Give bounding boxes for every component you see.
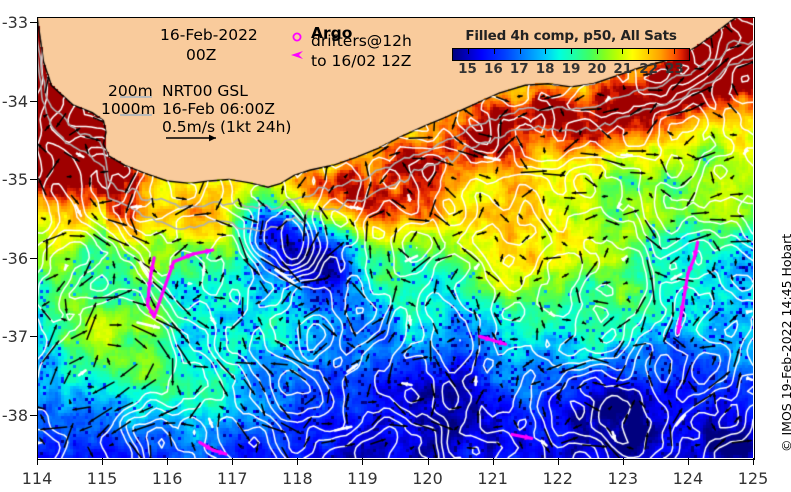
colorbar-tick-label: 19: [561, 61, 581, 77]
x-tick-label: 120: [412, 469, 443, 488]
x-tick: [557, 458, 559, 465]
colorbar-tick-label: 21: [613, 61, 633, 77]
model-name-label: NRT00 GSL: [162, 82, 248, 100]
y-tick-label: -35: [1, 170, 28, 190]
colorbar-tick: [647, 49, 649, 54]
colorbar-tick: [596, 49, 598, 54]
colorbar-gradient: [452, 48, 690, 61]
colorbar-tick-label: 20: [587, 61, 607, 77]
x-tick: [622, 458, 624, 465]
colorbar-tick-label: 16: [483, 61, 503, 77]
x-tick: [102, 458, 104, 465]
y-tick: [30, 179, 38, 181]
y-tick-label: -37: [1, 327, 28, 347]
colorbar-tick: [673, 49, 675, 54]
argo-legend-title: Argo: [311, 24, 353, 42]
y-tick-label: -36: [1, 248, 28, 268]
argo-legend-line1: drifters@12h: [311, 32, 412, 50]
x-tick: [362, 458, 364, 465]
observation-date: 16-Feb-2022: [160, 26, 258, 44]
x-tick-label: 116: [151, 469, 183, 488]
bathymetry-1000m-label: 1000m: [101, 100, 156, 118]
x-tick-label: 125: [737, 469, 769, 488]
colorbar-tick-label: 15: [458, 61, 477, 77]
y-tick: [30, 257, 38, 259]
x-tick: [297, 458, 299, 465]
colorbar-tick-label: 18: [535, 61, 555, 77]
colorbar-tick: [468, 49, 470, 54]
x-tick-label: 123: [607, 469, 639, 488]
x-tick: [753, 458, 754, 465]
x-tick-label: 122: [542, 469, 573, 488]
x-tick-label: 114: [21, 469, 53, 488]
y-tick-label: -33: [1, 13, 28, 33]
colorbar-title: Filled 4h comp, p50, All Sats: [465, 28, 677, 44]
y-tick: [30, 22, 38, 24]
x-tick-label: 118: [282, 469, 313, 488]
colorbar-tick: [494, 49, 496, 54]
sst-map-plot[interactable]: [37, 17, 753, 458]
x-tick-label: 124: [672, 469, 704, 488]
y-tick-label: -38: [1, 405, 28, 425]
bathymetry-200m-label: 200m: [108, 82, 153, 100]
credit-text: © IMOS 19-Feb-2022 14:45 Hobart: [779, 233, 791, 452]
x-tick: [37, 458, 38, 465]
colorbar-tick-label: 23: [665, 61, 684, 77]
colorbar-tick: [519, 49, 521, 54]
velocity-scale-label: 0.5m/s (1kt 24h): [162, 118, 292, 136]
colorbar-tick-label: 17: [509, 61, 529, 77]
x-tick-label: 115: [86, 469, 118, 488]
map-overlay-canvas: [37, 17, 753, 458]
y-tick: [30, 414, 38, 416]
x-tick-label: 117: [216, 469, 248, 488]
x-tick: [687, 458, 689, 465]
colorbar-tick: [622, 49, 624, 54]
y-tick: [30, 100, 38, 102]
observation-time: 00Z: [186, 46, 217, 64]
y-tick: [30, 336, 38, 338]
argo-legend-line2: to 16/02 12Z: [311, 52, 412, 70]
model-date-label: 16-Feb 06:00Z: [162, 100, 275, 118]
x-tick: [167, 458, 169, 465]
y-tick-label: -34: [1, 91, 28, 111]
x-tick: [492, 458, 494, 465]
colorbar: Filled 4h comp, p50, All Sats 15 16 17 18 19…: [452, 28, 690, 77]
x-tick-label: 121: [477, 469, 508, 488]
colorbar-tick-label: 22: [639, 61, 658, 77]
colorbar-tick-labels: 15 16 17 18 19 20 21 22 23: [452, 61, 690, 77]
colorbar-tick: [545, 49, 547, 54]
x-tick: [427, 458, 429, 465]
colorbar-tick: [571, 49, 572, 54]
x-tick: [232, 458, 234, 465]
x-tick-label: 119: [347, 469, 378, 488]
colorbar-ticks: [453, 49, 689, 54]
